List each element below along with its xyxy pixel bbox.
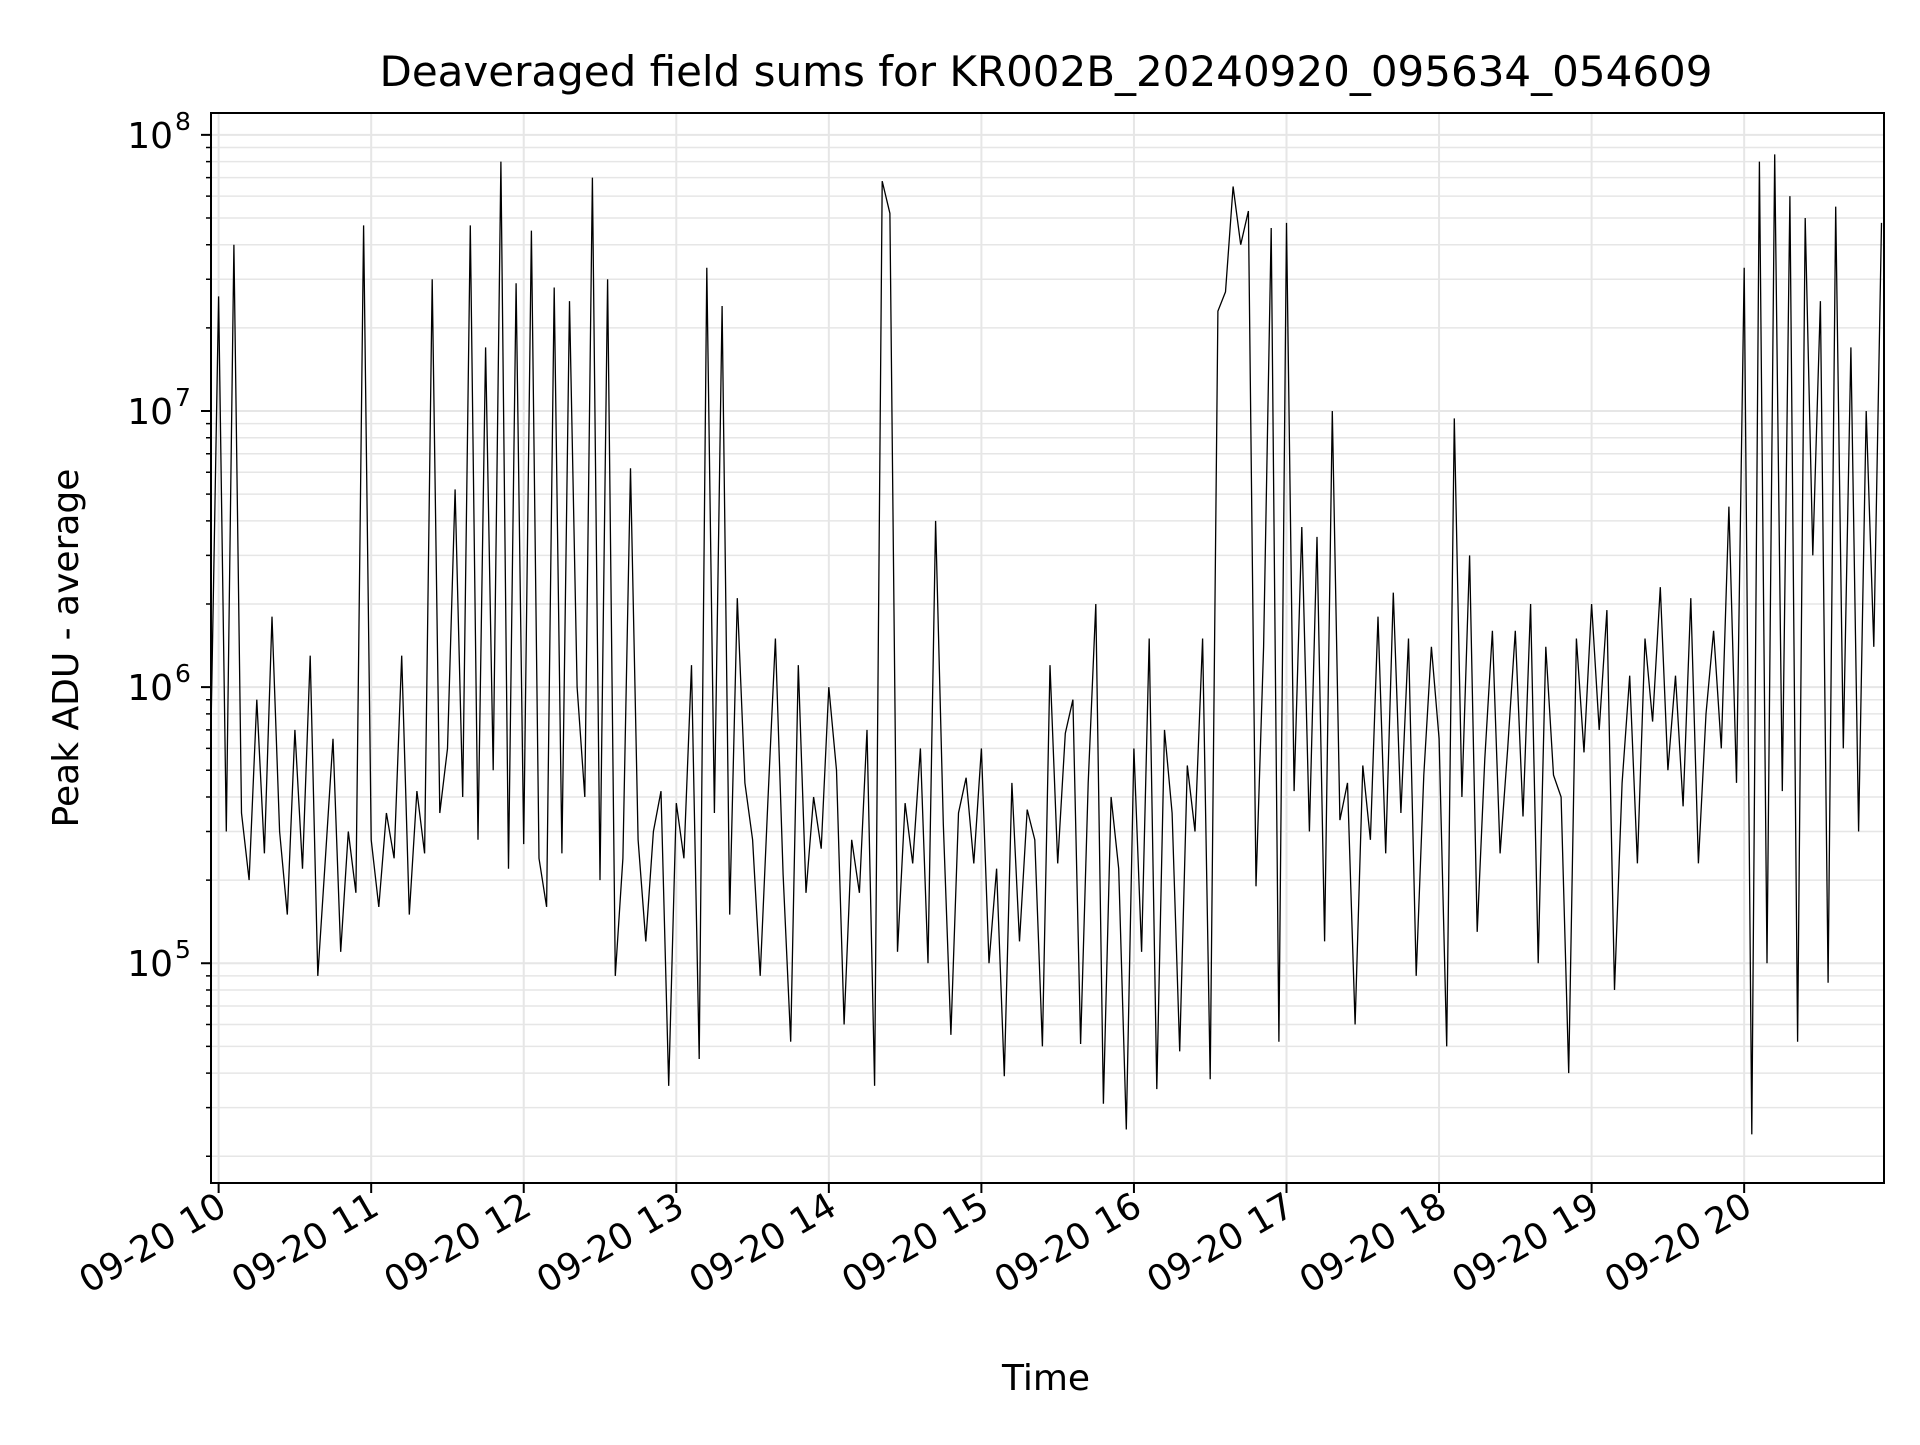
y-tick-base: 10 [127,392,173,433]
y-tick-exponent: 8 [175,107,191,136]
y-tick-base: 10 [127,668,173,709]
y-tick-base: 10 [127,944,173,985]
series-layer [210,154,1883,1135]
y-tick-exponent: 7 [175,383,191,412]
y-tick-label: 10 [127,944,173,985]
x-axis-label: Time [1001,1358,1090,1399]
chart-title: Deaveraged field sums for KR002B_2024092… [380,47,1713,96]
y-tick-exponent: 5 [175,935,191,964]
plot-frame [210,112,1885,1184]
grid-lines [211,113,1884,1183]
y-tick-label: 10 [127,116,173,157]
y-tick-label: 10 [127,392,173,433]
y-axis-label: Peak ADU - average [46,469,87,828]
y-tick-base: 10 [127,116,173,157]
y-tick-exponent: 6 [175,659,191,688]
series-line [210,154,1883,1135]
y-tick-label: 10 [127,668,173,709]
